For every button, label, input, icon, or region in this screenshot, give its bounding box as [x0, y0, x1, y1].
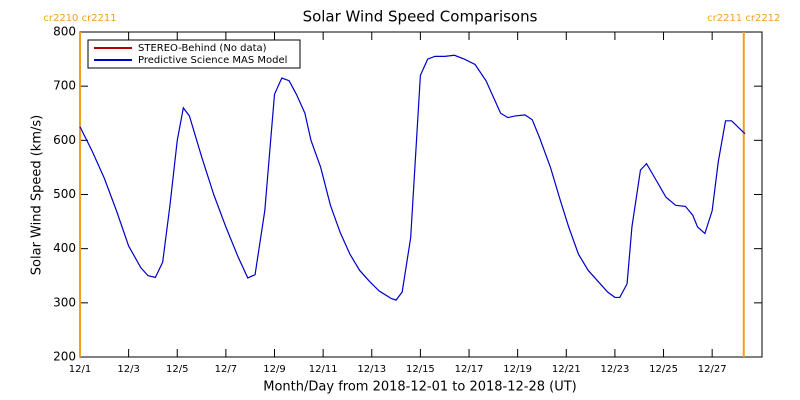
y-tick-label: 500: [53, 187, 76, 201]
legend-label: Predictive Science MAS Model: [138, 55, 287, 66]
x-tick-label: 12/23: [600, 364, 629, 375]
x-tick-label: 12/5: [166, 364, 188, 375]
x-tick-label: 12/27: [698, 364, 727, 375]
y-tick-label: 600: [53, 133, 76, 147]
x-tick-label: 12/25: [649, 364, 678, 375]
legend-box: [87, 39, 301, 69]
y-tick-label: 700: [53, 79, 76, 93]
x-axis-label: Month/Day from 2018-12-01 to 2018-12-28 …: [263, 380, 576, 395]
chart-title: Solar Wind Speed Comparisons: [303, 8, 538, 26]
rotation-label: cr2211 cr2212: [707, 13, 780, 24]
rotation-label: cr2210 cr2211: [43, 13, 116, 24]
y-tick-label: 200: [53, 350, 76, 364]
y-tick-label: 800: [53, 25, 76, 39]
x-tick-label: 12/7: [215, 364, 237, 375]
y-tick-label: 400: [53, 241, 76, 255]
x-tick-label: 12/21: [552, 364, 581, 375]
x-tick-label: 12/9: [263, 364, 285, 375]
legend-label: STEREO-Behind (No data): [138, 43, 267, 54]
data-line: [79, 54, 746, 301]
plot-frame: [79, 31, 763, 358]
x-tick-label: 12/15: [406, 364, 435, 375]
x-tick-label: 12/13: [357, 364, 386, 375]
x-tick-label: 12/1: [69, 364, 91, 375]
x-tick-label: 12/11: [309, 364, 338, 375]
y-axis-label: Solar Wind Speed (km/s): [30, 115, 45, 275]
x-tick-label: 12/17: [455, 364, 484, 375]
y-tick-label: 300: [53, 295, 76, 309]
x-tick-label: 12/19: [503, 364, 532, 375]
x-tick-label: 12/3: [117, 364, 139, 375]
